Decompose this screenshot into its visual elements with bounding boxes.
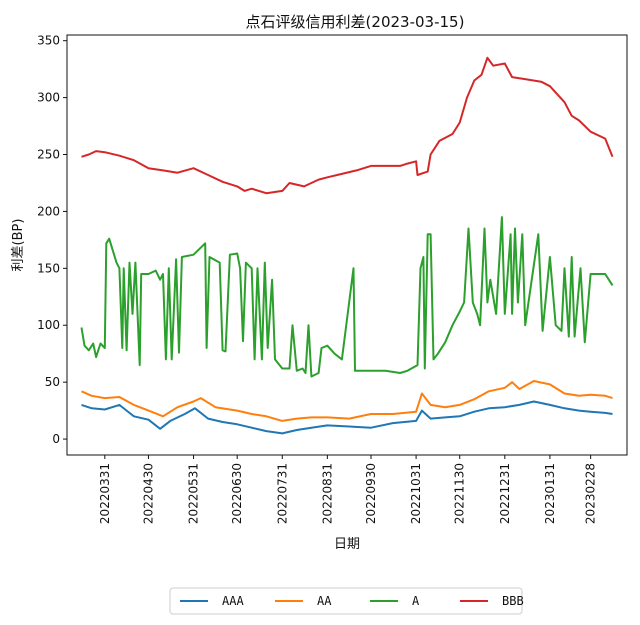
legend: AAA AA A BBB bbox=[169, 587, 524, 615]
y-tick-label: 300 bbox=[37, 91, 60, 105]
x-tick-label: 20220930 bbox=[364, 463, 378, 524]
x-axis: 20220331 20220430 20220531 20220630 20220731… bbox=[98, 455, 598, 524]
legend-label-aa: AA bbox=[317, 594, 332, 608]
series-line-bbb bbox=[81, 56, 614, 195]
x-tick-label: 20220831 bbox=[320, 463, 334, 524]
x-tick-label: 20221231 bbox=[498, 463, 512, 524]
y-tick-label: 50 bbox=[45, 375, 60, 389]
y-tick-label: 250 bbox=[37, 148, 60, 162]
y-axis: 0 50 100 150 200 250 300 350 bbox=[37, 34, 67, 446]
y-axis-title: 利差(BP) bbox=[11, 219, 26, 272]
x-tick-label: 20220331 bbox=[98, 463, 112, 524]
x-tick-label: 20230131 bbox=[543, 463, 557, 524]
y-tick-label: 200 bbox=[37, 204, 60, 218]
series-line-aa bbox=[81, 380, 613, 422]
y-tick-label: 0 bbox=[52, 432, 60, 446]
legend-label-a: A bbox=[412, 594, 420, 608]
plot-area bbox=[66, 34, 628, 456]
x-tick-label: 20220430 bbox=[141, 463, 155, 524]
series-line-a bbox=[80, 216, 614, 378]
series-line-aaa bbox=[81, 400, 613, 435]
x-tick-label: 20220531 bbox=[187, 463, 201, 524]
series-lines bbox=[80, 56, 614, 435]
x-axis-title: 日期 bbox=[334, 537, 360, 552]
chart-title: 点石评级信用利差(2023-03-15) bbox=[246, 13, 465, 31]
legend-box bbox=[169, 587, 523, 615]
x-tick-label: 20220731 bbox=[275, 463, 289, 524]
legend-label-bbb: BBB bbox=[502, 594, 524, 608]
x-tick-label: 20230228 bbox=[584, 463, 598, 524]
x-tick-label: 20221031 bbox=[409, 463, 423, 524]
y-tick-label: 100 bbox=[37, 318, 60, 332]
y-tick-label: 150 bbox=[37, 261, 60, 275]
y-tick-label: 350 bbox=[37, 34, 60, 48]
x-tick-label: 20221130 bbox=[453, 463, 467, 524]
legend-label-aaa: AAA bbox=[222, 594, 244, 608]
x-tick-label: 20220630 bbox=[230, 463, 244, 524]
